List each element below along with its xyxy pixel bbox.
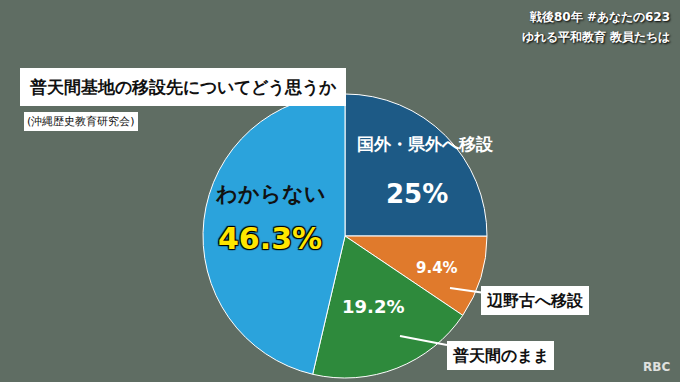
svg-text:ゆれる平和教育 教員たちは: ゆれる平和教育 教員たちは: [522, 30, 670, 44]
svg-text:辺野古へ移設: 辺野古へ移設: [486, 291, 584, 310]
svg-text:9.4%: 9.4%: [416, 259, 458, 277]
svg-text:普天間のまま: 普天間のまま: [452, 346, 549, 365]
svg-text:(沖縄歴史教育研究会): (沖縄歴史教育研究会): [27, 115, 135, 128]
svg-text:普天間基地の移設先についてどう思うか: 普天間基地の移設先についてどう思うか: [29, 77, 337, 97]
svg-text:戦後80年 #あなたの623: 戦後80年 #あなたの623: [529, 10, 670, 24]
svg-text:国外・県外へ移設: 国外・県外へ移設: [357, 134, 494, 154]
svg-text:46.3%: 46.3%: [218, 221, 322, 256]
svg-text:RBC: RBC: [643, 360, 670, 374]
svg-text:25%: 25%: [386, 179, 448, 209]
svg-text:19.2%: 19.2%: [342, 296, 404, 317]
svg-text:わからない: わからない: [215, 182, 326, 206]
